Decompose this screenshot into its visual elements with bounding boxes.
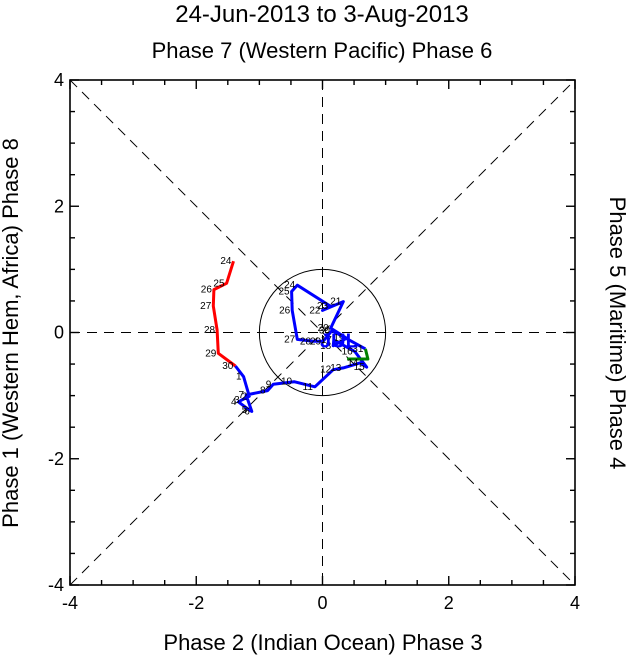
day-label: 12	[320, 365, 332, 376]
day-label: 30	[319, 326, 331, 337]
day-label: 4	[231, 397, 237, 408]
day-label: 27	[284, 334, 296, 345]
day-label: 28	[300, 336, 312, 347]
day-label: 26	[201, 285, 213, 296]
y-axis-label-left: Phase 1 (Western Hem, Africa) Phase 8	[0, 138, 23, 528]
day-label: 20	[318, 323, 330, 334]
y-tick-label: 4	[54, 70, 64, 90]
y-axis-label-right: Phase 5 (Maritime) Phase 4	[605, 197, 628, 470]
day-label: 24	[220, 256, 232, 267]
day-label: 17	[321, 335, 333, 346]
day-label: 23	[317, 301, 329, 312]
chart-title: 24-Jun-2013 to 3-Aug-2013	[175, 1, 469, 28]
day-label: 19	[333, 333, 345, 344]
x-tick-label: -2	[188, 593, 204, 613]
day-label: 13	[330, 363, 342, 374]
day-label: 25	[278, 286, 290, 297]
day-label: 5	[242, 405, 248, 416]
series-line-aug	[347, 348, 370, 361]
day-label: 8	[260, 386, 266, 397]
day-label: 2	[242, 391, 248, 402]
day-label: 18	[320, 341, 332, 352]
day-label: 26	[279, 305, 291, 316]
x-tick-label: -4	[62, 593, 78, 613]
diagonal-guide	[69, 79, 576, 586]
day-label: 31	[352, 344, 364, 355]
day-label: 27	[200, 301, 212, 312]
day-label: 14	[347, 358, 359, 369]
day-label: 29	[205, 348, 217, 359]
day-label: 30	[222, 361, 234, 372]
x-tick-label: 2	[444, 593, 454, 613]
phase-guides	[69, 79, 576, 586]
y-tick-label: -4	[48, 575, 64, 595]
day-label: 3	[234, 395, 240, 406]
day-label: 29	[310, 336, 322, 347]
x-tick-label: 4	[570, 593, 580, 613]
y-tick-label: -2	[48, 449, 64, 469]
day-label: 21	[330, 297, 342, 308]
day-label: 11	[303, 382, 314, 393]
y-tick-label: 0	[54, 323, 64, 343]
x-tick-label: 0	[317, 593, 327, 613]
series-line-jun	[211, 260, 237, 368]
month-label-jul: JUL	[320, 331, 358, 353]
day-label: 7	[239, 390, 245, 401]
x-axis-label: Phase 2 (Indian Ocean) Phase 3	[163, 630, 482, 655]
series-lines	[211, 260, 370, 413]
day-label: 15	[354, 362, 366, 373]
day-label: 22	[309, 305, 321, 316]
amplitude-circle	[258, 268, 387, 397]
day-label: 6	[244, 406, 250, 417]
month-labels: JUL	[320, 331, 358, 353]
day-label: 1	[236, 372, 242, 383]
day-label: 24	[284, 280, 296, 291]
day-label: 28	[204, 325, 216, 336]
day-label: 25	[213, 278, 225, 289]
y-tick-label: 2	[54, 196, 64, 216]
day-label: 10	[281, 377, 293, 388]
day-label: 16	[342, 346, 354, 357]
day-label: 9	[266, 379, 272, 390]
chart-subtitle: Phase 7 (Western Pacific) Phase 6	[152, 38, 493, 63]
